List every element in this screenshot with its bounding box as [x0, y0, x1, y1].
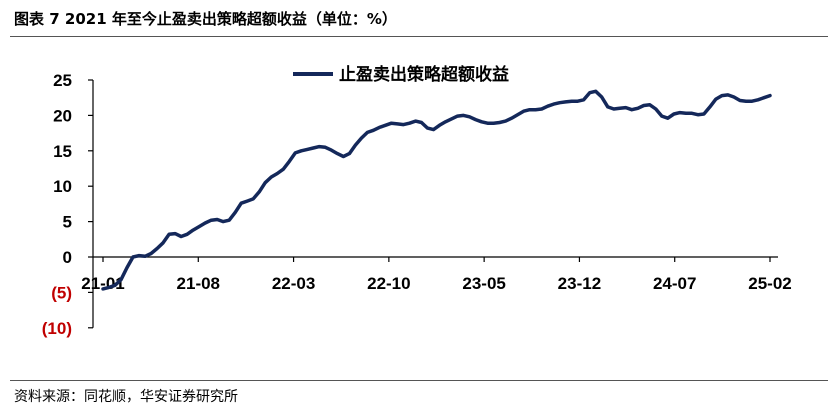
y-tick-label: (10)	[42, 319, 72, 338]
series-layer	[101, 89, 772, 291]
x-tick-label: 23-05	[462, 274, 505, 293]
series-line	[101, 89, 772, 291]
legend-label: 止盈卖出策略超额收益	[339, 64, 509, 85]
y-tick-label: 15	[53, 142, 72, 161]
y-tick-label: 20	[53, 106, 72, 125]
x-tick-label: 21-08	[177, 274, 220, 293]
x-tick-label: 22-10	[367, 274, 410, 293]
x-tick-label: 24-07	[653, 274, 696, 293]
source-divider	[10, 380, 828, 381]
title-divider	[10, 36, 828, 37]
y-tick-label: 25	[53, 71, 72, 90]
source-note: 资料来源：同花顺，华安证券研究所	[14, 389, 238, 405]
x-tick-label: 22-03	[272, 274, 315, 293]
y-tick-label: 0	[63, 248, 72, 267]
y-tick-label: 5	[63, 213, 72, 232]
x-tick-label: 21-01	[81, 274, 124, 293]
y-tick-label: 10	[53, 177, 72, 196]
x-tick-label: 23-12	[558, 274, 601, 293]
legend: 止盈卖出策略超额收益	[293, 64, 509, 85]
x-tick-label: 25-02	[748, 274, 791, 293]
y-axis: 25 20 15 10 5 0 (5) (10)	[42, 71, 94, 338]
x-axis: 21-01 21-08 22-03 22-10 23-05 23-12 24-07 25-02	[81, 256, 792, 293]
figure-title: 图表 7 2021 年至今止盈卖出策略超额收益（单位：%）	[14, 10, 397, 28]
y-tick-label: (5)	[51, 283, 72, 302]
